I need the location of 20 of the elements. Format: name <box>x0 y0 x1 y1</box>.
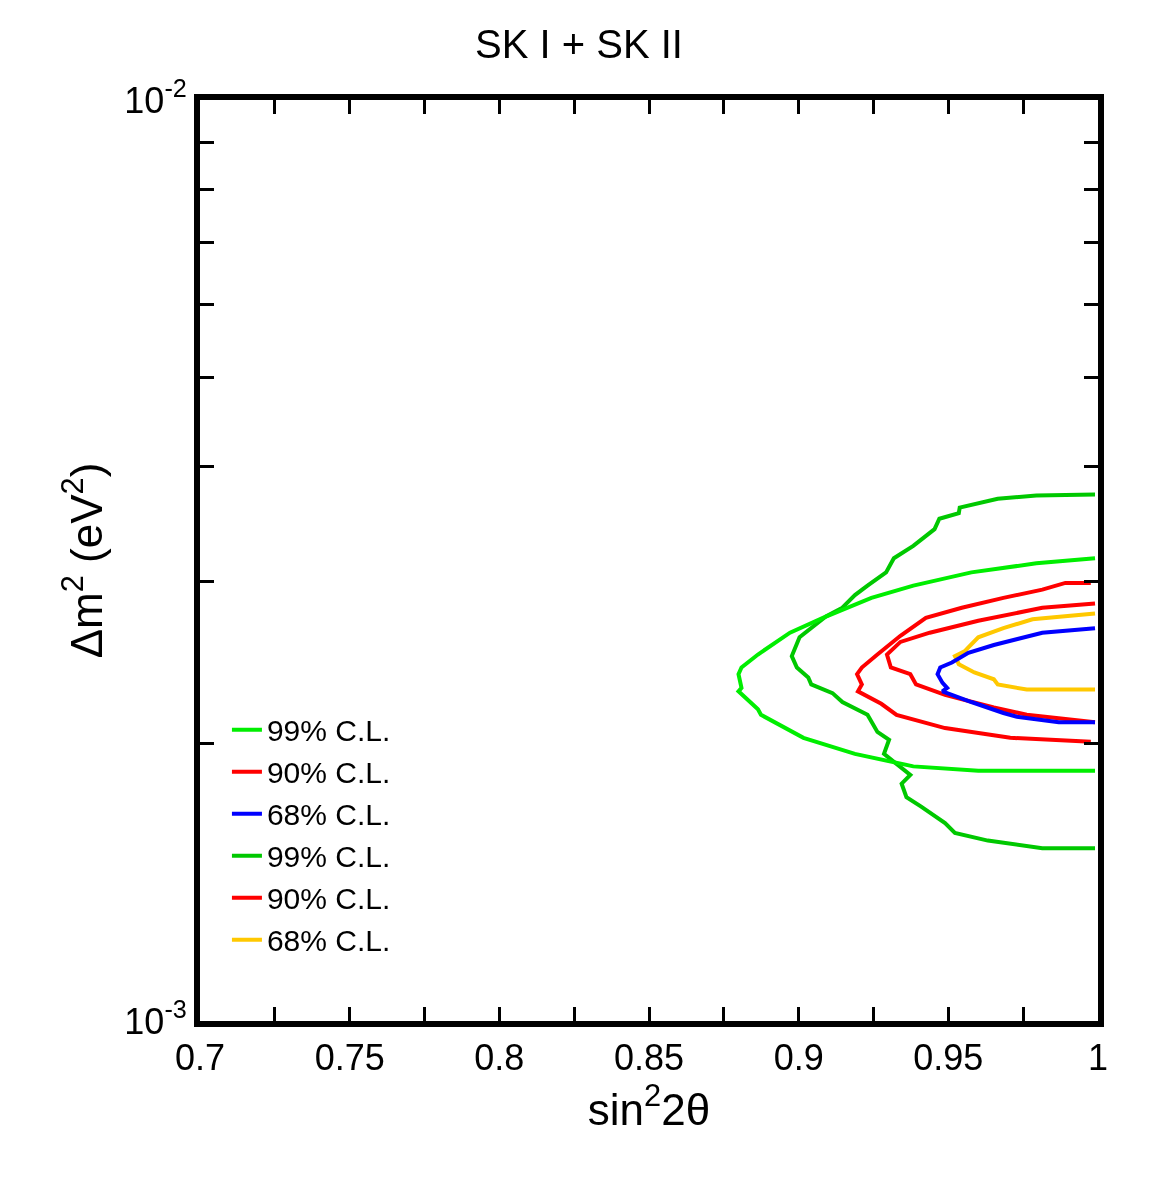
legend-label: 68% C.L. <box>266 798 391 832</box>
x-tick-label: 0.85 <box>613 1037 685 1079</box>
line-series <box>935 626 1098 725</box>
legend-label: 68% C.L. <box>266 924 391 958</box>
legend-label: 90% C.L. <box>266 882 391 916</box>
y-tick-label: 10$^{-2}$ <box>124 74 187 121</box>
x-tick-label: 0.9 <box>773 1037 824 1079</box>
chart-title: SK I + SK II <box>475 21 683 66</box>
line-series <box>855 580 1093 744</box>
x-tick-label: 0.75 <box>314 1037 385 1079</box>
x-tick-label: 0.95 <box>913 1037 984 1079</box>
legend-label: 90% C.L. <box>266 756 391 790</box>
legend-label: 99% C.L. <box>266 840 391 874</box>
line-series <box>789 492 1098 851</box>
x-tick-label: 1 <box>1087 1037 1109 1079</box>
x-tick-label: 0.8 <box>474 1037 525 1079</box>
line-series <box>736 556 1098 773</box>
legend-label: 99% C.L. <box>266 714 391 748</box>
line-series <box>952 611 1098 692</box>
x-axis-title: sin$^{2}$2θ <box>587 1078 711 1134</box>
